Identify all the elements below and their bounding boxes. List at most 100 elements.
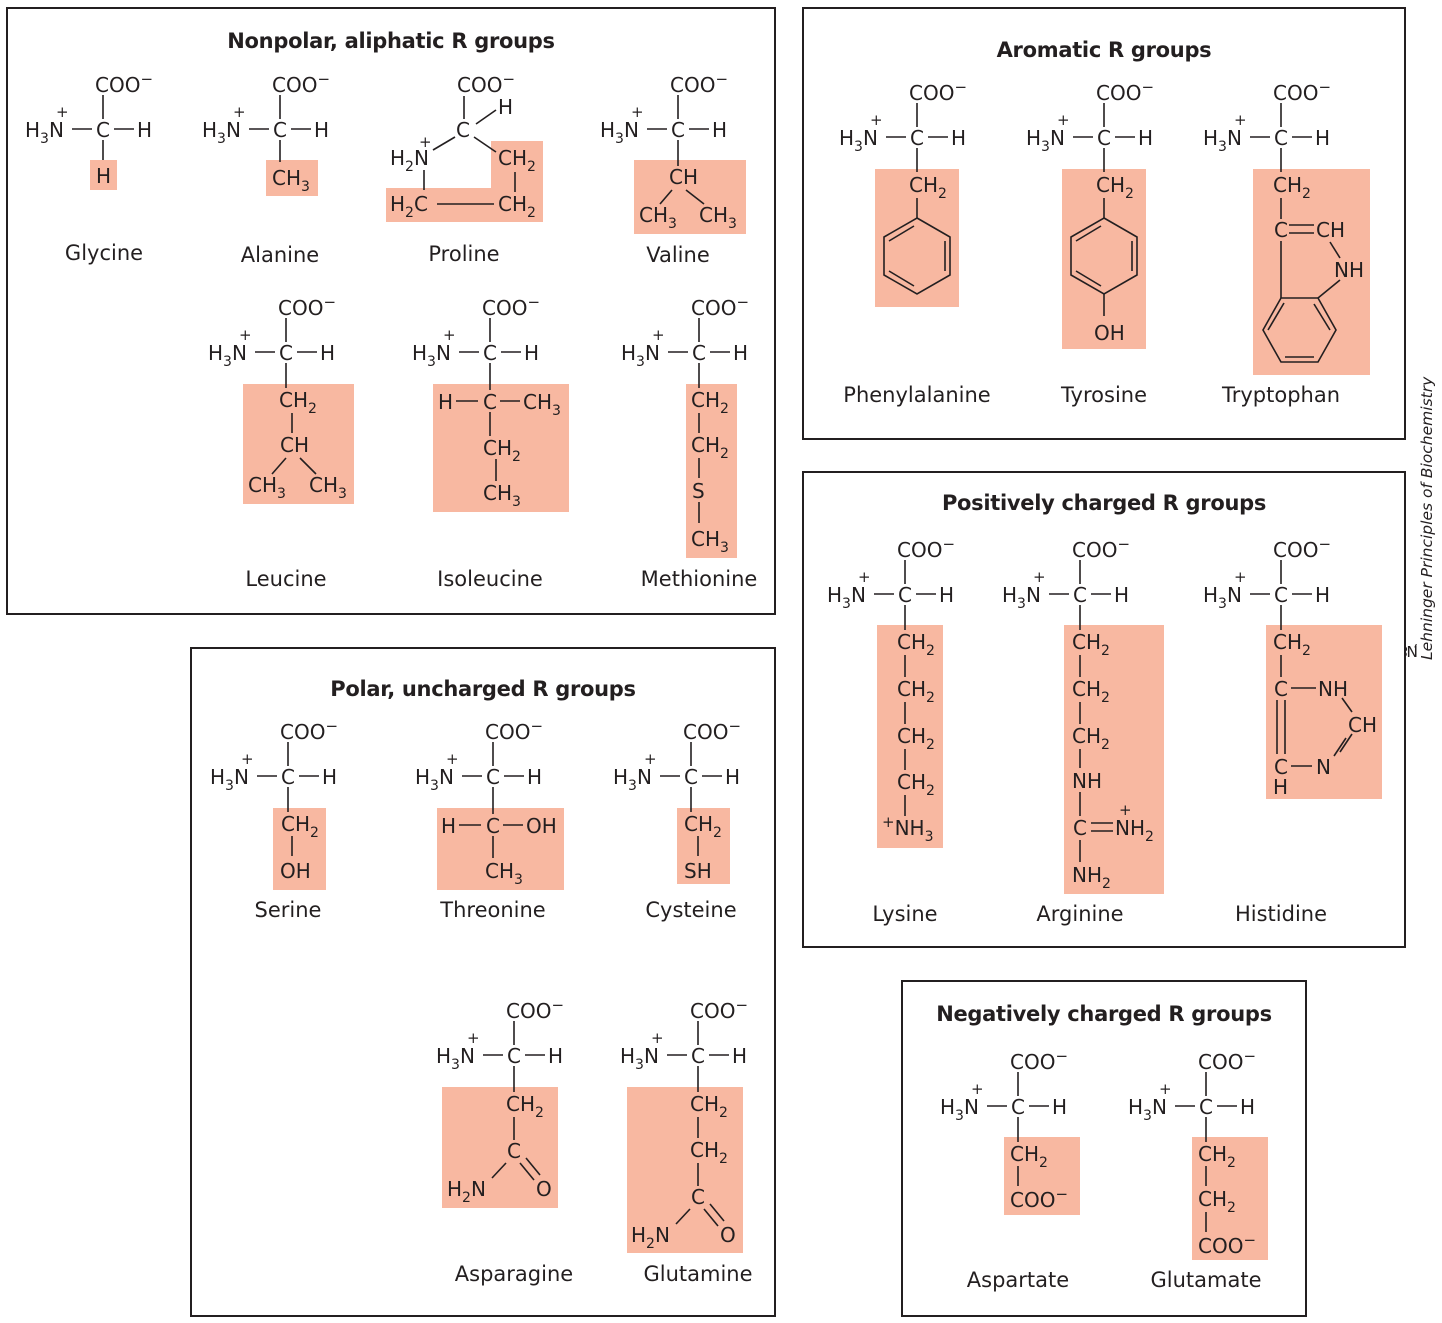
r-group-highlight <box>266 160 318 196</box>
name-threonine: Threonine <box>440 898 546 922</box>
atom-label: COO− <box>272 70 330 97</box>
atom-label: CH2 <box>1273 173 1311 202</box>
atom-label: H <box>939 583 954 607</box>
atom-label: H2C <box>390 192 428 221</box>
atom-label: CH <box>1316 218 1345 242</box>
atom-label: CH2 <box>897 630 935 659</box>
atom-label: CH3 <box>272 166 310 195</box>
name-isoleucine: Isoleucine <box>437 567 543 591</box>
atom-label: O <box>536 1177 552 1201</box>
atom-label: CH3 <box>699 203 737 232</box>
atom-label: CH2 <box>684 812 722 841</box>
name-lysine: Lysine <box>872 902 938 926</box>
atom-label: H <box>733 341 748 365</box>
atom-label: H3N <box>412 341 451 370</box>
atom-label: COO− <box>1273 535 1331 562</box>
r-group-highlight <box>437 808 564 890</box>
atom-label: COO− <box>1198 1231 1256 1258</box>
r-group-highlight <box>1064 625 1164 894</box>
bond-line <box>1267 302 1285 331</box>
atom-label: C <box>898 583 912 607</box>
atom-label: C <box>279 341 293 365</box>
panel-title-nonpolar: Nonpolar, aliphatic R groups <box>227 29 555 53</box>
atom-label: CH2 <box>909 173 947 202</box>
atom-label: C <box>671 118 685 142</box>
atom-label: CH <box>1348 713 1377 737</box>
r-group-highlight <box>243 384 354 504</box>
r-group-highlight <box>634 160 746 234</box>
atom-label: H2N <box>447 1177 486 1206</box>
bond-line <box>519 1162 535 1181</box>
atom-label: CH2 <box>498 192 536 221</box>
structure-glycine: COO− H3N + C H H <box>25 70 153 190</box>
atom-label: S <box>692 479 705 503</box>
panel-title-negative: Negatively charged R groups <box>936 1002 1272 1026</box>
r-group-highlight <box>686 384 737 558</box>
atom-label: COO− <box>1010 1047 1068 1074</box>
atom-label: H <box>1138 126 1153 150</box>
atom-label: + <box>858 568 871 586</box>
atom-label: + <box>1234 568 1247 586</box>
atom-label: C <box>483 390 497 414</box>
atom-label: H <box>1114 583 1129 607</box>
bond-line <box>1075 270 1102 287</box>
bond-line <box>473 136 497 153</box>
atom-label: C <box>273 118 287 142</box>
structure-tyrosine: COO− H3N + C H CH2 OH <box>1026 78 1154 349</box>
atom-label: + <box>870 111 883 129</box>
atom-label: CH3 <box>483 481 521 510</box>
atom-label: + <box>56 103 69 121</box>
atom-label: H3N <box>620 1044 659 1073</box>
atom-label: C <box>486 814 500 838</box>
name-methionine: Methionine <box>640 567 758 591</box>
structure-glutamine: COO− H3N + C H CH2 CH2 C H2N O <box>620 996 748 1253</box>
atom-label: H3N <box>621 341 660 370</box>
bond-line <box>675 1208 691 1225</box>
atom-label: H3N <box>1203 583 1242 612</box>
atom-label: CH2 <box>483 436 521 465</box>
atom-label: CH2 <box>498 146 536 175</box>
bond-line <box>475 109 497 125</box>
bond-line <box>888 225 915 242</box>
atom-label: CH3 <box>248 473 286 502</box>
structure-leucine: COO− H3N + C H CH2 CH CH3 CH3 <box>208 293 354 504</box>
structure-lysine: COO− H3N + C H CH2 CH2 CH2 CH2 +NH3 <box>827 535 955 848</box>
atom-label: COO− <box>278 293 336 320</box>
atom-label: H <box>1052 1095 1067 1119</box>
r-group-highlight <box>1253 169 1370 375</box>
r-group-highlight <box>627 1087 743 1253</box>
name-histidine: Histidine <box>1234 902 1328 926</box>
atom-label: CH2 <box>1072 630 1110 659</box>
atom-label: COO− <box>1273 78 1331 105</box>
name-cysteine: Cysteine <box>645 898 737 922</box>
structure-aspartate: COO− H3N + C H CH2 COO− <box>940 1047 1080 1215</box>
atom-label: H3N <box>25 118 64 147</box>
atom-label: H <box>725 765 740 789</box>
atom-label: CH2 <box>897 770 935 799</box>
atom-label: H3N <box>613 765 652 794</box>
atom-label: + <box>1119 801 1132 819</box>
name-phenylalanine: Phenylalanine <box>843 383 991 407</box>
name-leucine: Leucine <box>245 567 327 591</box>
bond-line <box>1329 241 1341 259</box>
name-glutamate: Glutamate <box>1150 1268 1262 1292</box>
atom-label: + <box>419 133 432 151</box>
atom-label: C <box>1073 583 1087 607</box>
atom-label: C <box>1199 1095 1213 1119</box>
structure-proline: COO− H C H2N + CH2 H2C CH2 <box>386 70 543 222</box>
atom-label: + <box>1234 111 1247 129</box>
bond-line <box>1075 225 1102 242</box>
atom-label: + <box>1057 111 1070 129</box>
bond-line <box>685 189 705 205</box>
atom-label: C <box>684 765 698 789</box>
atom-label: CH3 <box>485 859 523 888</box>
atom-label: C <box>691 1044 705 1068</box>
bond-line <box>299 457 317 475</box>
atom-label: COO− <box>690 996 748 1023</box>
atom-label: NH2 <box>1072 863 1111 892</box>
atom-label: CH2 <box>1010 1142 1048 1171</box>
structure-glutamate: COO− H3N + C H CH2 CH2 COO− <box>1128 1047 1268 1260</box>
atom-label: OH <box>1094 321 1125 345</box>
atom-label: H3N <box>1128 1095 1167 1124</box>
